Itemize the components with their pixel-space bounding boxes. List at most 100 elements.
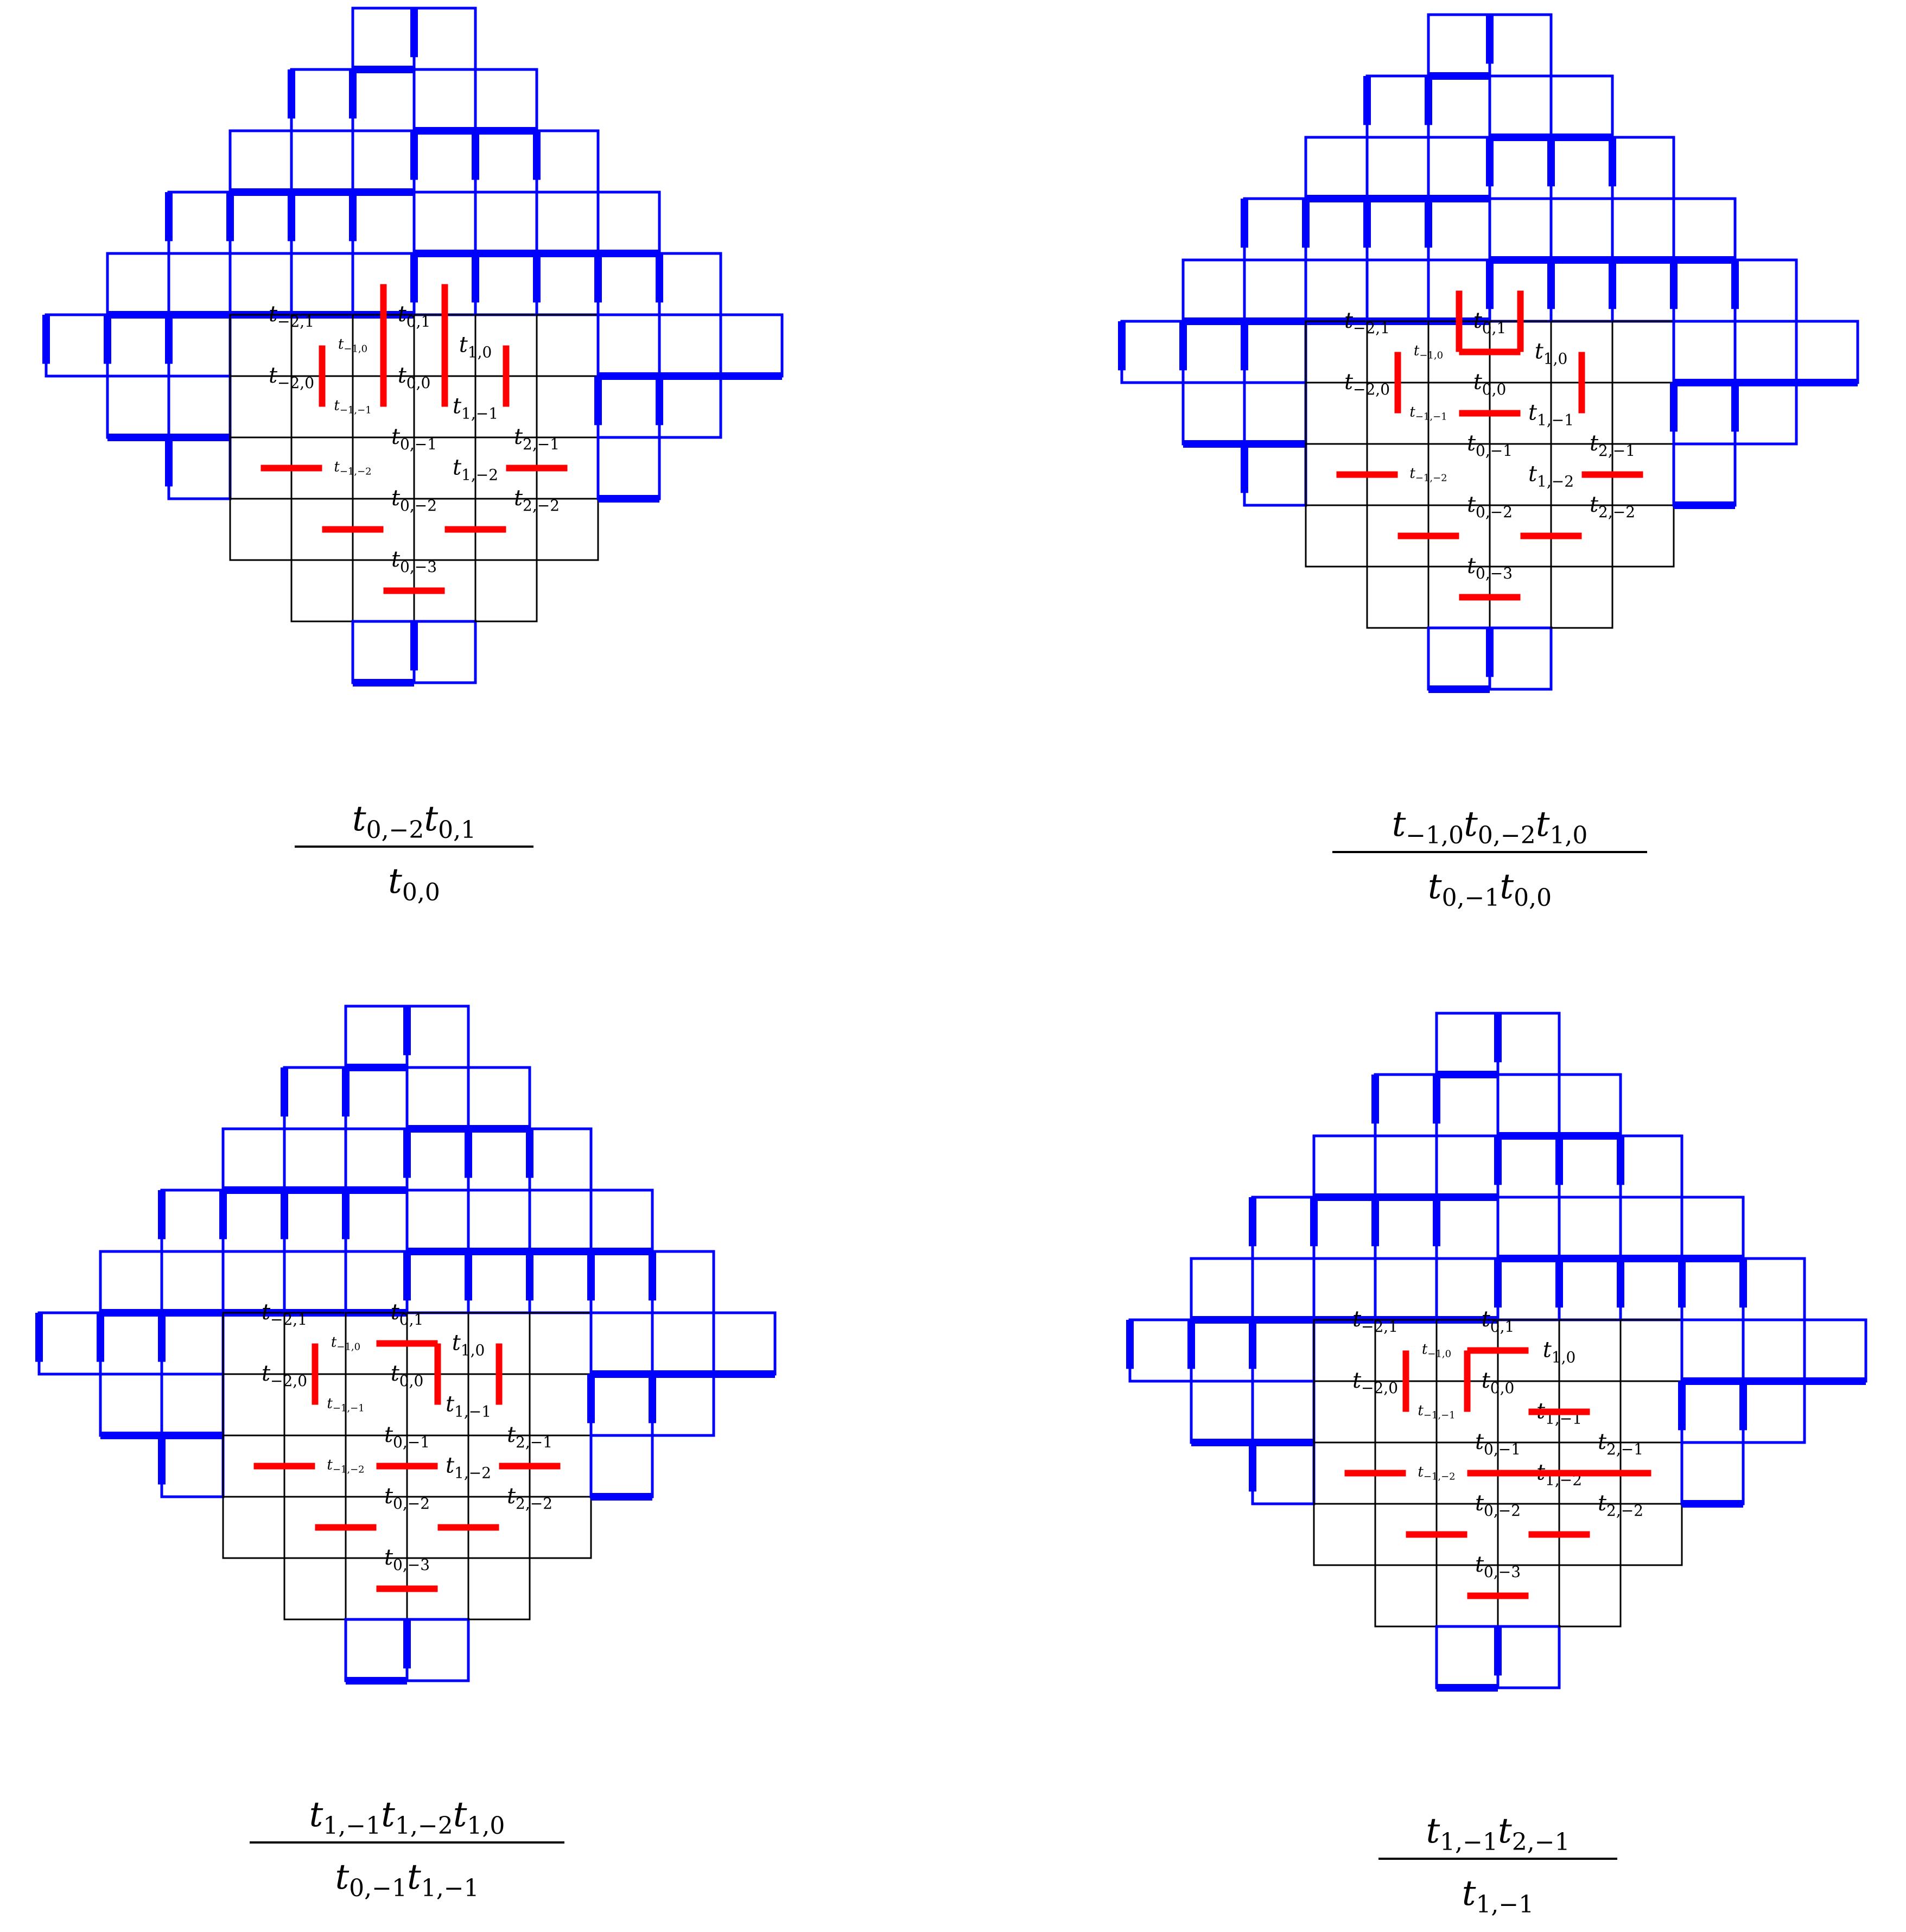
tiling-cell: [1488, 626, 1553, 691]
cell-label: t2,−2: [1590, 492, 1635, 521]
tiling-cell: [1680, 1257, 1745, 1321]
tiling-cell: [712, 1311, 777, 1376]
cell-label: t0,0: [391, 1361, 424, 1390]
tiling-cell: [290, 129, 354, 194]
tiling-cell: [160, 1434, 225, 1498]
tiling-cell: [1619, 1196, 1683, 1260]
tiling-cell: [474, 252, 538, 316]
tiling-cell: [474, 129, 538, 194]
tiling-cell: [1312, 1257, 1377, 1321]
tiling-cell: [351, 129, 416, 194]
tiling-cell: [1742, 1257, 1806, 1321]
tiling-cell: [1680, 1380, 1745, 1444]
tiling-cell: [228, 129, 293, 194]
tiling-cell: [99, 1250, 163, 1314]
cell-label: t−1,−2: [327, 1457, 364, 1476]
tiling-cell: [536, 314, 599, 377]
tiling-cell: [474, 190, 538, 255]
highlight-edges: [261, 284, 568, 594]
tiling-cell: [596, 190, 661, 255]
tiling-cell: [290, 559, 354, 622]
cell-label: t2,−1: [1598, 1429, 1643, 1458]
tiling-cell: [1251, 1441, 1316, 1505]
cell-label: t0,−2: [391, 486, 437, 514]
tiling-cell: [1488, 136, 1553, 200]
formula-denominator: t0,0: [388, 861, 440, 906]
tiling-cell: [1243, 381, 1307, 446]
cell-label: t2,−1: [1590, 431, 1635, 460]
tiling-cell: [405, 1066, 470, 1130]
tiling-cell: [536, 498, 599, 561]
tiling-cell: [412, 620, 477, 684]
cell-label: t−1,−1: [327, 1396, 364, 1414]
tiling-cell: [1496, 1257, 1561, 1321]
tiling-cell: [1488, 13, 1553, 78]
tiling-cell: [1488, 74, 1553, 139]
cell-labels: t0,1 t0,0 t1,0 t−1,0 t−2,0 t1,−1 t2,−1 t0,−1 t−2…: [262, 1300, 552, 1574]
cell-label: t1,−2: [446, 1453, 491, 1482]
tiling-cell: [1558, 1196, 1622, 1260]
tiling-cell: [529, 1373, 592, 1437]
tiling-cell: [1251, 1380, 1316, 1444]
cell-label: t1,−1: [1528, 401, 1574, 429]
cell-label: t0,−3: [391, 547, 437, 576]
cell-label: t1,0: [459, 333, 492, 361]
cell-label: t−1,−1: [334, 398, 371, 416]
cell-label: t−2,1: [1344, 308, 1390, 337]
tiling-cell: [658, 313, 722, 378]
tiling-cell: [1611, 320, 1675, 384]
tiling-cell: [1549, 136, 1614, 200]
tiling-cell: [1672, 442, 1737, 507]
tiling-cell: [221, 1127, 286, 1192]
tiling-cell: [1496, 1012, 1561, 1076]
tiling-cell: [1619, 1503, 1683, 1566]
cell-label: t0,0: [1473, 370, 1507, 398]
tiling-cell: [1742, 1318, 1806, 1383]
tiling-cell: [535, 252, 600, 316]
tiling-cell: [1365, 258, 1430, 323]
tiling-cell: [1803, 1318, 1867, 1383]
cell-label: t−1,−2: [1409, 466, 1447, 484]
formula: t−1,0t0,−2t1,0 t0,−1t0,0: [1332, 804, 1647, 912]
tiling-cell: [106, 374, 170, 439]
tiling-cell: [1243, 258, 1307, 323]
tiling-cell: [1365, 136, 1430, 200]
formula: t0,−2t0,1 t0,0: [295, 799, 533, 906]
tiling-cell: [1619, 1257, 1683, 1321]
tiling-cell: [651, 1372, 715, 1437]
formula-denominator: t0,−1t1,−1: [335, 1857, 479, 1902]
cell-label: t−2,0: [269, 363, 314, 392]
formula-numerator: t0,−2t0,1: [352, 799, 476, 844]
tiling-cell: [221, 1189, 286, 1253]
tiling-cell: [1374, 1134, 1438, 1199]
tiling-cell: [344, 1127, 409, 1192]
tiling-cell: [344, 1066, 409, 1130]
tiling-cell: [405, 1189, 470, 1253]
tiling-cell: [1374, 1257, 1438, 1321]
tiling-cell: [1496, 1134, 1561, 1199]
tiling-cell: [1611, 136, 1675, 200]
tiling-cell: [596, 252, 661, 316]
tiling-cell: [1672, 381, 1737, 446]
tiling-cell: [1304, 258, 1369, 323]
cell-label: t2,−2: [514, 486, 560, 514]
tiling-cell: [405, 1005, 470, 1069]
tiling-cell: [405, 1618, 470, 1682]
cell-label: t−2,0: [1352, 1368, 1398, 1397]
tiling-cell: [1305, 504, 1368, 568]
tiling-cell: [1558, 1564, 1622, 1628]
tiling-cell: [1427, 197, 1491, 262]
tiling-cell: [229, 498, 293, 561]
cell-label: t−1,−1: [1409, 404, 1447, 423]
tiling-cell: [1312, 1196, 1377, 1260]
tiling-cell: [1611, 382, 1675, 445]
tiling-cell: [1435, 1073, 1500, 1137]
tiling-cell: [351, 68, 416, 132]
tiling-cell: [589, 1434, 654, 1498]
tiling-cell: [412, 190, 477, 255]
highlight-edges: [1344, 1347, 1651, 1599]
tiling-cell: [160, 1372, 225, 1437]
tiling-cell: [1558, 1073, 1622, 1137]
tiling-grid: [42, 7, 784, 687]
